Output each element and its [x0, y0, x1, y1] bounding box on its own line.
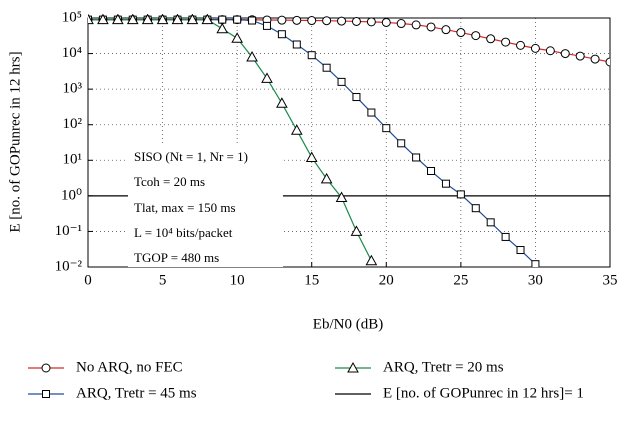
point: [292, 15, 302, 25]
point: [531, 260, 540, 267]
point: [381, 17, 391, 27]
annotation: TGOP = 480 ms: [134, 250, 219, 265]
x-axis-label: Eb/N0 (dB): [313, 316, 383, 332]
point: [246, 50, 258, 62]
point: [412, 153, 421, 162]
point: [305, 151, 318, 162]
legend-label: ARQ, Tretr = 20 ms: [383, 359, 504, 375]
point: [426, 22, 436, 32]
y-axis-label: E [no. of GOPunrec in 12 hrs]: [7, 51, 23, 232]
point: [231, 32, 243, 43]
point: [471, 31, 481, 41]
y-tick-label: 10⁵: [62, 9, 82, 25]
point: [501, 37, 511, 47]
point: [307, 51, 316, 60]
point: [322, 63, 331, 72]
point: [367, 108, 376, 117]
point: [352, 93, 361, 102]
point: [456, 28, 466, 38]
point: [411, 20, 421, 30]
plot-layer: [88, 14, 610, 267]
point: [397, 139, 406, 148]
y-tick-label: 10²: [63, 116, 83, 132]
point: [486, 218, 495, 227]
point: [351, 16, 361, 26]
annotation: SISO (Nt = 1, Nr = 1): [134, 149, 248, 164]
point: [347, 361, 359, 373]
point: [545, 46, 555, 56]
point: [262, 21, 271, 30]
x-tick-label: 5: [159, 272, 167, 288]
point: [605, 57, 610, 67]
annotation: Tcoh = 20 ms: [134, 174, 205, 189]
x-tick-label: 20: [379, 272, 394, 288]
x-tick-label: 10: [230, 272, 245, 288]
point: [365, 254, 378, 266]
point: [42, 390, 50, 398]
point: [41, 363, 51, 373]
point: [322, 16, 332, 26]
point: [350, 225, 363, 236]
x-tick-label: 25: [453, 272, 468, 288]
point: [427, 166, 436, 175]
point: [290, 124, 303, 135]
point: [471, 204, 480, 213]
point: [441, 179, 450, 188]
point: [261, 72, 273, 83]
point: [88, 14, 94, 25]
point: [216, 22, 229, 34]
point: [560, 49, 570, 59]
x-tick-label: 30: [528, 272, 543, 288]
y-tick-label: 10⁰: [61, 187, 82, 203]
point: [277, 30, 286, 39]
plot-frame: [87, 17, 611, 268]
point: [201, 14, 214, 25]
point: [320, 172, 333, 184]
point: [111, 14, 124, 25]
legend-label: E [no. of GOPunrec in 12 hrs]= 1: [383, 385, 584, 401]
annotation-box: [128, 145, 283, 267]
point: [156, 14, 169, 25]
legend-label: ARQ, Tretr = 45 ms: [76, 385, 197, 401]
point: [575, 51, 585, 61]
point: [171, 14, 184, 25]
point: [337, 16, 347, 26]
point: [441, 25, 451, 35]
point: [337, 77, 346, 86]
point: [233, 15, 242, 24]
point: [366, 17, 376, 27]
point: [335, 191, 348, 202]
point: [186, 14, 199, 25]
point: [530, 43, 540, 53]
legend-label: No ARQ, no FEC: [76, 359, 183, 375]
point: [292, 40, 301, 49]
x-tick-label: 0: [84, 272, 92, 288]
point: [97, 14, 109, 25]
annotation: Tlat, max = 150 ms: [134, 200, 236, 215]
point: [276, 97, 288, 108]
point: [486, 34, 496, 44]
point: [516, 246, 525, 255]
annotation: L = 10⁴ bits/packet: [134, 225, 233, 240]
point: [218, 15, 227, 24]
y-tick-label: 10¹: [63, 152, 83, 168]
point: [277, 15, 287, 25]
point: [248, 16, 257, 25]
y-tick-label: 10⁴: [62, 45, 82, 61]
point: [307, 16, 317, 26]
point: [456, 190, 465, 199]
y-tick-label: 10⁻²: [55, 258, 83, 274]
y-tick-label: 10⁻¹: [55, 223, 82, 239]
x-tick-label: 15: [304, 272, 319, 288]
point: [501, 232, 510, 241]
point: [141, 14, 154, 25]
x-tick-label: 35: [603, 272, 618, 288]
point: [590, 54, 600, 64]
point: [126, 14, 139, 25]
y-tick-label: 10³: [63, 81, 83, 97]
point: [396, 19, 406, 29]
point: [516, 40, 526, 50]
point: [382, 124, 391, 133]
